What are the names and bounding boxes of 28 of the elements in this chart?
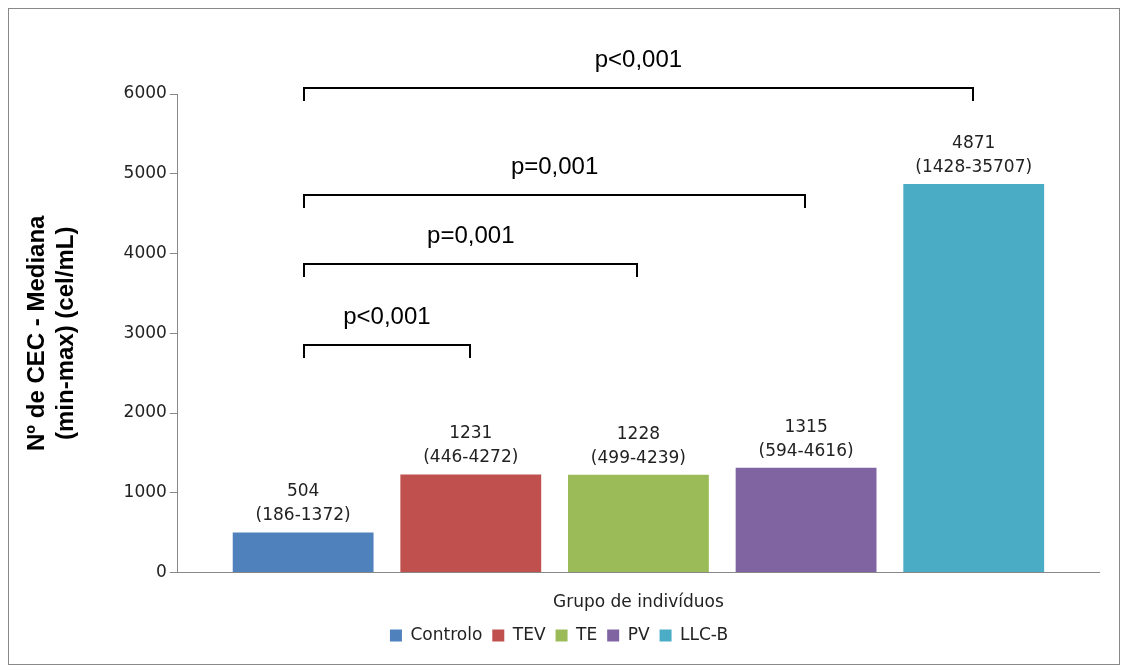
annotation: p=0,001 (509, 152, 600, 180)
legend-label: TE (575, 623, 598, 644)
bar (735, 467, 877, 573)
legend-label: TEV (511, 623, 546, 644)
bar (903, 184, 1045, 573)
text: p<0,001 (593, 45, 684, 73)
bar (568, 474, 709, 573)
legend-label: Controlo (410, 623, 483, 644)
y-tick-label: 0 (156, 561, 167, 582)
data-label: 504 (186-1372) (255, 480, 351, 525)
data-label: 1231 (446-4272) (423, 422, 519, 467)
y-axis-title: Nº de CEC - Mediana (min-max) (cel/mL) (22, 214, 78, 452)
data-label: 4871 (1428-35707) (915, 131, 1033, 176)
y-tick-label: 6000 (123, 82, 167, 103)
annotation: p<0,001 (342, 302, 432, 330)
y-tick-label: 5000 (123, 162, 167, 183)
y-tick-label: 1000 (123, 481, 167, 502)
legend-label: PV (627, 623, 650, 644)
data-label: 1228 (499-4239) (590, 422, 686, 467)
bar (400, 474, 542, 573)
x-axis-title: Grupo de indivíduos (553, 591, 724, 612)
annotation: p=0,001 (426, 221, 516, 249)
y-tick-label: 3000 (123, 321, 167, 342)
y-tick-label: 4000 (123, 241, 167, 262)
y-tick-label: 2000 (123, 401, 167, 422)
legend-label: LLC-B (680, 623, 729, 644)
bar (232, 532, 374, 573)
data-label: 1315 (594-4616) (758, 415, 854, 460)
